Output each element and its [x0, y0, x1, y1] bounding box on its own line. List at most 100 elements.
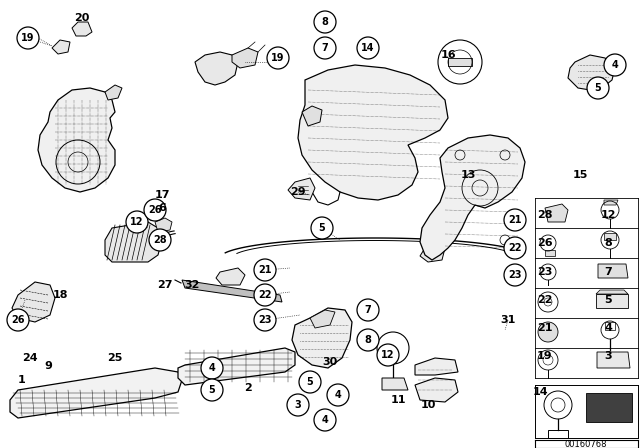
Text: 12: 12: [131, 217, 144, 227]
Text: 6: 6: [158, 203, 166, 213]
Text: 22: 22: [537, 295, 553, 305]
Circle shape: [504, 237, 526, 259]
Circle shape: [327, 384, 349, 406]
Text: 14: 14: [532, 387, 548, 397]
Text: 7: 7: [322, 43, 328, 53]
Text: 28: 28: [537, 210, 553, 220]
Circle shape: [126, 211, 148, 233]
Polygon shape: [298, 65, 448, 200]
Text: 9: 9: [44, 361, 52, 371]
Text: 3: 3: [604, 351, 612, 361]
Text: 12: 12: [381, 350, 395, 360]
Text: 11: 11: [390, 395, 406, 405]
Text: 21: 21: [259, 265, 272, 275]
Text: 26: 26: [148, 205, 162, 215]
Polygon shape: [105, 222, 162, 262]
Text: 00160768: 00160768: [564, 439, 607, 448]
Text: 19: 19: [271, 53, 285, 63]
Circle shape: [314, 11, 336, 33]
Circle shape: [504, 209, 526, 231]
Polygon shape: [178, 348, 295, 385]
Polygon shape: [310, 310, 335, 328]
Circle shape: [254, 259, 276, 281]
Text: 13: 13: [460, 170, 476, 180]
Text: 23: 23: [259, 315, 272, 325]
Circle shape: [311, 217, 333, 239]
Text: 8: 8: [604, 238, 612, 248]
Polygon shape: [596, 290, 628, 294]
Text: 29: 29: [290, 187, 306, 197]
Text: 23: 23: [538, 267, 553, 277]
Text: 4: 4: [209, 363, 216, 373]
Circle shape: [287, 394, 309, 416]
Circle shape: [357, 329, 379, 351]
Text: 1: 1: [18, 375, 26, 385]
Text: 23: 23: [508, 270, 522, 280]
Polygon shape: [415, 378, 458, 402]
Text: 32: 32: [184, 280, 200, 290]
Circle shape: [144, 199, 166, 221]
Text: 5: 5: [307, 377, 314, 387]
Text: 18: 18: [52, 290, 68, 300]
Polygon shape: [10, 368, 182, 418]
Circle shape: [377, 344, 399, 366]
Text: 7: 7: [604, 267, 612, 277]
Text: 4: 4: [612, 60, 618, 70]
Text: 21: 21: [537, 323, 553, 333]
Text: 19: 19: [537, 351, 553, 361]
Polygon shape: [38, 88, 115, 192]
Polygon shape: [12, 282, 55, 322]
Text: 25: 25: [108, 353, 123, 363]
Polygon shape: [448, 58, 472, 66]
Text: 22: 22: [259, 290, 272, 300]
Circle shape: [299, 371, 321, 393]
Text: 21: 21: [508, 215, 522, 225]
Text: 28: 28: [153, 235, 167, 245]
Polygon shape: [420, 135, 525, 260]
Text: 15: 15: [572, 170, 588, 180]
Circle shape: [357, 37, 379, 59]
Circle shape: [504, 264, 526, 286]
Polygon shape: [105, 85, 122, 100]
Circle shape: [254, 284, 276, 306]
Text: 17: 17: [154, 190, 170, 200]
Polygon shape: [292, 308, 352, 368]
Polygon shape: [415, 358, 458, 375]
Polygon shape: [545, 204, 568, 222]
Text: 30: 30: [323, 357, 338, 367]
Text: 5: 5: [319, 223, 325, 233]
Polygon shape: [604, 200, 618, 205]
Polygon shape: [382, 378, 408, 390]
Text: 7: 7: [365, 305, 371, 315]
Polygon shape: [72, 22, 92, 36]
Circle shape: [7, 309, 29, 331]
Text: 19: 19: [21, 33, 35, 43]
Polygon shape: [216, 268, 245, 285]
Text: 26: 26: [537, 238, 553, 248]
Polygon shape: [568, 55, 615, 90]
Text: 24: 24: [22, 353, 38, 363]
Polygon shape: [597, 352, 630, 368]
Text: 12: 12: [600, 210, 616, 220]
Polygon shape: [195, 52, 238, 85]
Circle shape: [538, 322, 558, 342]
Circle shape: [604, 54, 626, 76]
Circle shape: [314, 37, 336, 59]
Text: 4: 4: [335, 390, 341, 400]
Polygon shape: [288, 178, 315, 200]
Text: 26: 26: [12, 315, 25, 325]
Polygon shape: [232, 48, 258, 68]
Text: 5: 5: [604, 295, 612, 305]
Text: 20: 20: [74, 13, 90, 23]
Circle shape: [201, 379, 223, 401]
Text: 4: 4: [322, 415, 328, 425]
Circle shape: [17, 27, 39, 49]
Polygon shape: [420, 242, 445, 262]
Polygon shape: [586, 393, 632, 422]
Text: 3: 3: [294, 400, 301, 410]
Polygon shape: [182, 280, 282, 302]
Circle shape: [149, 229, 171, 251]
Circle shape: [201, 357, 223, 379]
Text: 5: 5: [209, 385, 216, 395]
Text: 31: 31: [500, 315, 516, 325]
